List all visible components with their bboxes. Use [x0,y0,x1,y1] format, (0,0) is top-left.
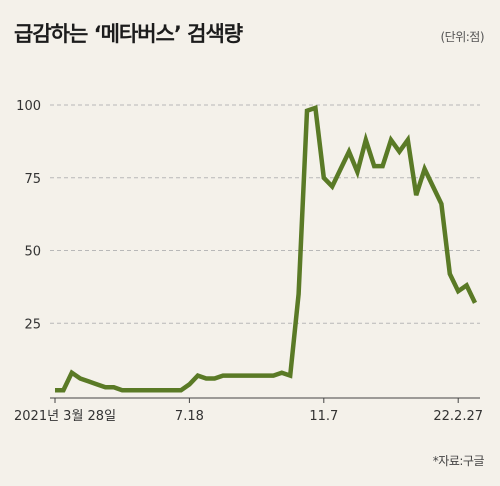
y-tick-label: 25 [24,317,41,332]
data-point [129,389,131,391]
data-point [247,374,249,376]
data-point [62,389,64,391]
data-point [457,290,459,292]
chart-title: 급감하는 ‘메타버스’ 검색량 [14,22,243,46]
data-point [264,374,266,376]
grid-lines [50,104,480,324]
y-tick-label: 100 [16,99,41,114]
data-point [314,107,316,109]
data-point [323,177,325,179]
data-point [213,377,215,379]
data-point [365,139,367,141]
data-point [356,171,358,173]
data-point [398,150,400,152]
y-tick-label: 50 [24,245,41,260]
x-tick-label: 7.18 [175,409,204,424]
data-point [339,168,341,170]
data-point [289,374,291,376]
data-point [180,389,182,391]
data-point [71,372,73,374]
data-point [54,389,56,391]
data-point [205,377,207,379]
source-note: *자료:구글 [432,454,485,468]
data-point [188,383,190,385]
x-tick-label: 2021년 3월 28일 [14,409,116,424]
data-point [306,110,308,112]
x-axis-ticks: 2021년 3월 28일 7.18 11.7 22.2.27 [14,398,483,424]
data-point [222,374,224,376]
data-point [146,389,148,391]
data-point [138,389,140,391]
data-point [197,374,199,376]
data-point [331,185,333,187]
series-layer [54,104,478,393]
unit-label: (단위:점) [440,30,484,44]
x-tick-label: 22.2.27 [433,409,483,424]
x-tick-label: 11.7 [309,409,338,424]
data-point [440,203,442,205]
data-point [255,374,257,376]
data-point [297,293,299,295]
y-axis-ticks: 100 75 50 25 [16,99,41,332]
data-point [407,139,409,141]
data-point [415,194,417,196]
data-point [171,389,173,391]
data-point [272,374,274,376]
data-point [87,380,89,382]
data-point [474,302,476,304]
data-point [96,383,98,385]
data-point [113,386,115,388]
data-point [79,377,81,379]
series-line [55,104,478,393]
data-point [390,139,392,141]
data-point [155,389,157,391]
data-point [465,284,467,286]
y-tick-label: 75 [24,172,41,187]
data-point [163,389,165,391]
data-point [381,165,383,167]
data-point [239,374,241,376]
data-point [230,374,232,376]
data-point [104,386,106,388]
data-point [449,273,451,275]
data-point [423,168,425,170]
data-point [121,389,123,391]
data-point [432,185,434,187]
data-point [373,165,375,167]
data-point [281,372,283,374]
data-point [348,150,350,152]
